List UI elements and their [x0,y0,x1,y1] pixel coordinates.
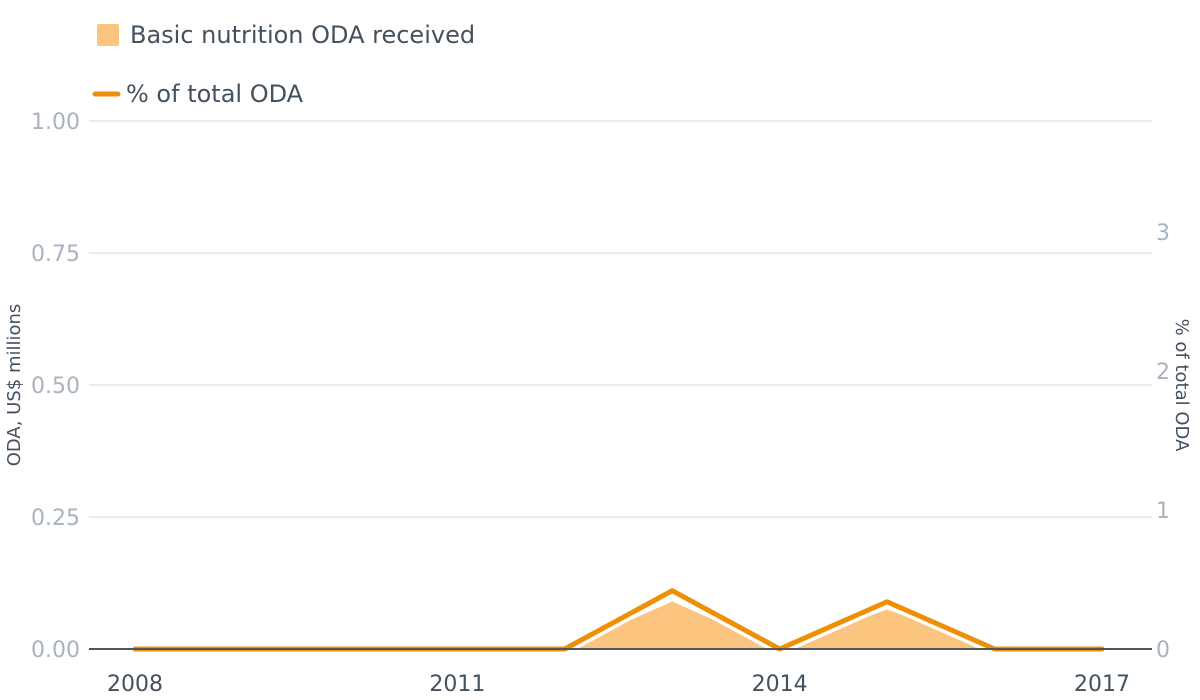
legend: Basic nutrition ODA received % of total … [92,21,475,108]
legend-swatch-area [97,24,119,46]
legend-label-area: Basic nutrition ODA received [130,21,475,49]
left-tick-label-1: 0.25 [31,506,80,531]
right-tick-label-1: 1 [1156,499,1170,524]
x-axis-ticks: 2008 2011 2014 2017 [107,672,1130,697]
grid [89,120,1152,518]
right-tick-label-3: 3 [1156,221,1170,246]
legend-label-line: % of total ODA [126,80,304,108]
right-tick-label-2: 2 [1156,360,1170,385]
right-axis-ticks: 0 1 2 3 [1156,221,1170,663]
right-tick-label-0: 0 [1156,638,1170,663]
x-tick-label-2017: 2017 [1074,672,1130,697]
left-tick-label-4: 1.00 [31,110,80,135]
x-tick-label-2011: 2011 [429,672,485,697]
left-tick-label-3: 0.75 [31,242,80,267]
x-tick-label-2008: 2008 [107,672,163,697]
right-axis-title: % of total ODA [1171,319,1192,452]
left-axis-ticks: 0.00 0.25 0.50 0.75 1.00 [31,110,80,663]
x-tick-label-2014: 2014 [752,672,808,697]
left-tick-label-2: 0.50 [31,374,80,399]
left-tick-label-0: 0.00 [31,638,80,663]
left-axis-title: ODA, US$ millions [4,304,25,467]
